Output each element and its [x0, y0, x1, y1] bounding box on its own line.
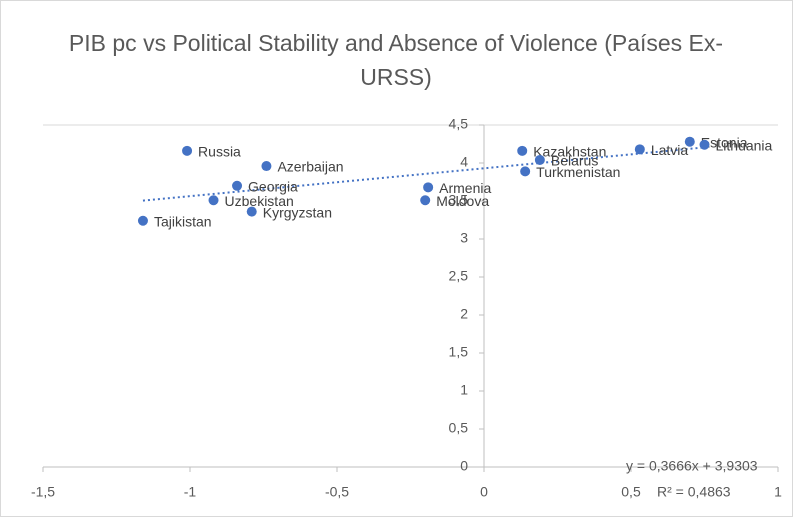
- point-label: Kazakhstan: [533, 144, 606, 160]
- point: [684, 136, 695, 147]
- point: [420, 195, 431, 206]
- point: [137, 215, 148, 226]
- y-tick-label: 1: [460, 382, 468, 398]
- point-label: Uzbekistan: [225, 193, 294, 209]
- point: [261, 161, 272, 172]
- point-label: Moldova: [436, 193, 489, 209]
- x-tick-label: -1: [184, 484, 197, 500]
- x-tick-label: 0,5: [621, 484, 641, 500]
- y-tick-label: 0: [460, 458, 468, 474]
- x-tick-label: -1,5: [31, 484, 55, 500]
- point-label: Georgia: [248, 179, 298, 195]
- y-tick-label: 4: [460, 154, 468, 170]
- y-tick-label: 2,5: [449, 268, 469, 284]
- point-label: Russia: [198, 144, 241, 160]
- point: [182, 145, 193, 156]
- y-tick-label: 2: [460, 306, 468, 322]
- trendline-r2: R² = 0,4863: [657, 484, 731, 500]
- chart-title: PIB pc vs Political Stability and Absenc…: [68, 30, 724, 90]
- point-label: Tajikistan: [154, 213, 212, 229]
- y-tick-label: 1,5: [449, 344, 469, 360]
- point: [208, 195, 219, 206]
- point-label: Armenia: [439, 180, 491, 196]
- point-label: Latvia: [651, 142, 689, 158]
- y-tick-label: 3,5: [449, 192, 469, 208]
- trendline: [142, 146, 705, 202]
- point: [246, 206, 257, 217]
- point-label: Estonia: [701, 134, 748, 150]
- point: [423, 182, 434, 193]
- x-tick-label: 1: [774, 484, 782, 500]
- y-tick-label: 4,5: [449, 116, 469, 132]
- trendline-equation: y = 0,3666x + 3,9303: [626, 458, 758, 474]
- point: [517, 145, 528, 156]
- x-tick-label: 0: [480, 484, 488, 500]
- point: [520, 166, 531, 177]
- y-tick-label: 3: [460, 230, 468, 246]
- point-label: Kyrgyzstan: [263, 204, 332, 220]
- point: [634, 144, 645, 155]
- point-label: Turkmenistan: [536, 164, 620, 180]
- point: [534, 154, 545, 165]
- point-label: Belarus: [551, 153, 598, 169]
- point: [232, 180, 243, 191]
- x-tick-label: -0,5: [325, 484, 349, 500]
- y-tick-label: 0,5: [449, 420, 469, 436]
- point: [699, 139, 710, 150]
- point-label: Lithuania: [716, 137, 773, 153]
- point-label: Azerbaijan: [277, 159, 343, 175]
